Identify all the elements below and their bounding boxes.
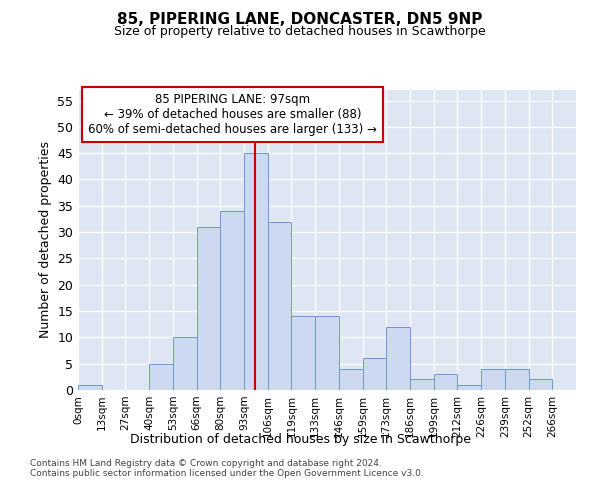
Bar xyxy=(315,316,339,390)
Bar xyxy=(197,227,220,390)
Text: Contains HM Land Registry data © Crown copyright and database right 2024.: Contains HM Land Registry data © Crown c… xyxy=(30,458,382,468)
Bar xyxy=(481,369,505,390)
Bar xyxy=(529,380,552,390)
Text: 85 PIPERING LANE: 97sqm
← 39% of detached houses are smaller (88)
60% of semi-de: 85 PIPERING LANE: 97sqm ← 39% of detache… xyxy=(88,93,377,136)
Bar xyxy=(434,374,457,390)
Bar xyxy=(268,222,292,390)
Bar xyxy=(292,316,315,390)
Bar xyxy=(78,384,102,390)
Bar xyxy=(505,369,529,390)
Bar xyxy=(149,364,173,390)
Text: 85, PIPERING LANE, DONCASTER, DN5 9NP: 85, PIPERING LANE, DONCASTER, DN5 9NP xyxy=(118,12,482,28)
Bar xyxy=(173,338,197,390)
Bar xyxy=(220,211,244,390)
Bar xyxy=(457,384,481,390)
Bar xyxy=(362,358,386,390)
Text: Size of property relative to detached houses in Scawthorpe: Size of property relative to detached ho… xyxy=(114,25,486,38)
Bar xyxy=(410,380,434,390)
Bar xyxy=(386,327,410,390)
Bar xyxy=(339,369,362,390)
Text: Distribution of detached houses by size in Scawthorpe: Distribution of detached houses by size … xyxy=(130,432,470,446)
Bar xyxy=(244,153,268,390)
Text: Contains public sector information licensed under the Open Government Licence v3: Contains public sector information licen… xyxy=(30,468,424,477)
Y-axis label: Number of detached properties: Number of detached properties xyxy=(38,142,52,338)
